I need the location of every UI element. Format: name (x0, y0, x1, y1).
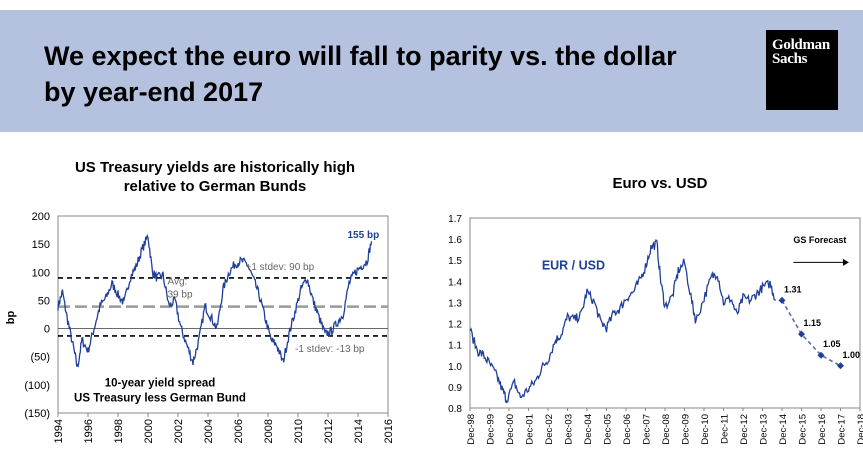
right-xtick-label: Dec-16 (817, 414, 828, 445)
left-ytick-label: 100 (32, 267, 50, 279)
left-ytick-label: 200 (32, 211, 50, 223)
forecast-point (817, 351, 825, 359)
right-plot-frame (469, 217, 861, 409)
left-chart-title-line1: US Treasury yields are historically high (74, 159, 356, 176)
logo-line2: Sachs (772, 51, 808, 67)
left-xtick-label: 2010 (293, 419, 305, 443)
title-banner (0, 10, 863, 132)
right-xtick-label: Dec-05 (603, 414, 614, 445)
right-xtick-label: Dec-98 (466, 414, 477, 445)
right-xtick-label: Dec-01 (525, 414, 536, 445)
series-label: EUR / USD (542, 259, 605, 273)
left-xtick-label: 2008 (263, 419, 275, 443)
left-xtick-label: 1994 (53, 419, 65, 443)
right-ytick-label: 1.3 (448, 298, 462, 309)
left-ytick-label: (50) (30, 352, 50, 364)
forecast-point-label: 1.15 (804, 318, 822, 328)
right-ytick-label: 1.5 (448, 256, 462, 267)
left-xtick-label: 1998 (113, 419, 125, 443)
forecast-point-label: 1.05 (823, 339, 841, 349)
right-ytick-label: 1.1 (448, 341, 462, 352)
left-ytick-label: 0 (44, 324, 50, 336)
logo-line1: Goldman (772, 37, 830, 53)
average-label-line2: 39 bp (168, 290, 193, 301)
minus-stdev-label: -1 stdev: -13 bp (295, 344, 365, 355)
left-xtick-label: 2000 (143, 419, 155, 443)
right-xtick-label: Dec-15 (798, 414, 809, 445)
average-label-line1: Avg: (168, 277, 188, 288)
left-ytick-label: (150) (24, 408, 50, 420)
right-ytick-label: 1.7 (448, 214, 462, 225)
forecast-point-label: 1.00 (843, 350, 861, 360)
right-xtick-label: Dec-18 (856, 414, 863, 445)
forecast-arrow-icon (842, 258, 849, 266)
right-xtick-label: Dec-10 (700, 414, 711, 445)
right-xtick-label: Dec-13 (759, 414, 770, 445)
right-xtick-label: Dec-11 (720, 414, 731, 444)
plus-stdev-label: +1 stdev: 90 bp (246, 262, 315, 273)
right-xtick-label: Dec-04 (583, 414, 594, 445)
left-ytick-label: 150 (32, 239, 50, 251)
right-xtick-label: Dec-07 (642, 414, 653, 445)
right-ytick-label: 0.9 (448, 383, 462, 394)
page-title-line1: We expect the euro will fall to parity v… (44, 41, 677, 71)
left-xtick-label: 2014 (353, 419, 365, 443)
page-title: We expect the euro will fall to parity v… (44, 38, 744, 110)
yield-spread-line (57, 233, 373, 368)
forecast-point (837, 362, 844, 370)
left-ylabel: bp (5, 311, 17, 325)
left-xtick-label: 1996 (83, 419, 95, 443)
left-xtick-label: 2006 (233, 419, 245, 443)
right-ytick-label: 1.6 (448, 235, 462, 246)
goldman-sachs-logo: Goldman Sachs (766, 30, 838, 110)
right-xtick-label: Dec-00 (505, 414, 516, 445)
right-ytick-label: 0.8 (448, 404, 462, 415)
right-xtick-label: Dec-08 (661, 414, 672, 445)
forecast-point (778, 296, 786, 304)
right-xtick-label: Dec-06 (622, 414, 633, 445)
left-ytick-label: 50 (38, 295, 50, 307)
left-chart-title-line2: relative to German Bunds (123, 178, 307, 195)
right-ytick-label: 1.0 (448, 362, 462, 373)
right-ytick-label: 1.4 (448, 277, 462, 288)
annotation-line2: US Treasury less German Bund (74, 393, 246, 405)
right-xtick-label: Dec-09 (681, 414, 692, 445)
left-chart-title: US Treasury yields are historically high… (30, 158, 400, 196)
left-xtick-label: 2016 (383, 419, 395, 443)
right-xtick-label: Dec-14 (778, 414, 789, 445)
left-xtick-label: 2012 (323, 419, 335, 443)
forecast-point-label: 1.31 (784, 284, 802, 294)
forecast-point (798, 330, 805, 338)
eurusd-line (469, 238, 777, 404)
right-xtick-label: Dec-02 (544, 414, 555, 445)
left-xtick-label: 2004 (203, 419, 215, 443)
left-xtick-label: 2002 (173, 419, 185, 443)
annotation-line1: 10-year yield spread (105, 378, 216, 390)
right-xtick-label: Dec-99 (486, 414, 497, 445)
right-ytick-label: 1.2 (448, 320, 462, 331)
left-plot-frame (57, 215, 389, 414)
forecast-label: GS Forecast (793, 235, 846, 245)
forecast-line (781, 299, 841, 367)
right-xtick-label: Dec-12 (739, 414, 750, 445)
page-title-line2: by year-end 2017 (44, 77, 264, 107)
right-xtick-label: Dec-03 (564, 414, 575, 445)
right-xtick-label: Dec-17 (837, 414, 848, 445)
end-value-label: 155 bp (348, 230, 380, 241)
right-chart-title: Euro vs. USD (612, 175, 708, 192)
left-ytick-label: (100) (24, 380, 50, 392)
